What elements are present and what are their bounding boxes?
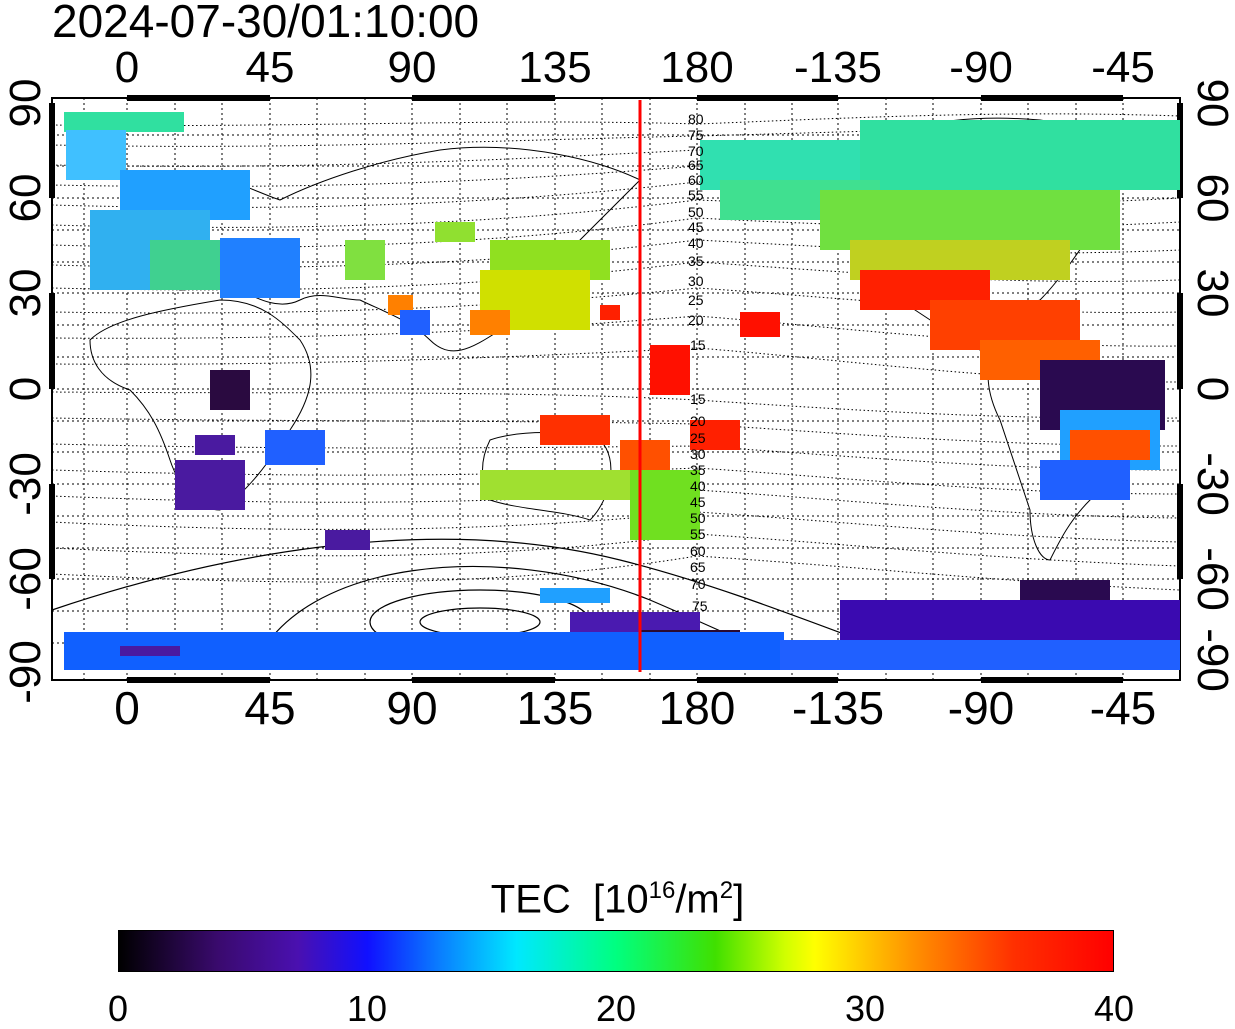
colorbar-unit-mid: /m bbox=[675, 877, 720, 922]
contour-label: 70 bbox=[690, 576, 706, 592]
x-tick-top: 0 bbox=[114, 43, 140, 92]
colorbar-label: TEC bbox=[490, 877, 571, 922]
contour-label: 80 bbox=[688, 111, 704, 127]
x-tick-top: -90 bbox=[949, 43, 1013, 92]
x-tick-bottom: -135 bbox=[791, 682, 885, 734]
contour-label: 75 bbox=[692, 598, 708, 614]
colorbar-tick: 0 bbox=[107, 988, 129, 1029]
x-tick-top: -135 bbox=[793, 43, 883, 92]
colorbar-tick: 30 bbox=[844, 988, 886, 1029]
colorbar-tick: 10 bbox=[346, 988, 388, 1029]
contour-label: 70 bbox=[688, 143, 704, 159]
x-tick-bottom: 180 bbox=[658, 682, 736, 734]
contour-label: 20 bbox=[688, 312, 704, 328]
x-tick-top: 180 bbox=[660, 43, 734, 92]
contour-label: 65 bbox=[688, 157, 704, 173]
x-tick-top: 45 bbox=[245, 43, 295, 92]
contour-label: 30 bbox=[690, 446, 706, 462]
contour-label: 25 bbox=[688, 292, 704, 308]
frame-tick-bars bbox=[49, 95, 1183, 683]
contour-label: 45 bbox=[690, 494, 706, 510]
colorbar-unit-exp: 16 bbox=[648, 877, 676, 904]
x-tick-top: 90 bbox=[387, 43, 437, 92]
x-tick-bottom: -45 bbox=[1089, 682, 1157, 734]
contour-label: 15 bbox=[690, 391, 706, 407]
contour-label: 20 bbox=[690, 413, 706, 429]
contour-label: 45 bbox=[688, 219, 704, 235]
contour-label: 40 bbox=[690, 478, 706, 494]
colorbar-unit-suffix: ] bbox=[733, 877, 745, 922]
contour-label-group: 80 75 70 65 60 55 50 45 40 35 30 25 20 1… bbox=[688, 111, 708, 614]
x-tick-top: -45 bbox=[1091, 43, 1155, 92]
colorbar-tick: 40 bbox=[1093, 988, 1135, 1029]
colorbar-unit-prefix: [10 bbox=[593, 877, 649, 922]
x-tick-bottom: -90 bbox=[947, 682, 1015, 734]
x-tick-bottom: 45 bbox=[244, 682, 296, 734]
timestamp-title: 2024-07-30/01:10:00 bbox=[52, 0, 480, 47]
contour-label: 55 bbox=[690, 526, 706, 542]
contour-label: 50 bbox=[690, 510, 706, 526]
contour-label: 55 bbox=[688, 187, 704, 203]
contour-label: 25 bbox=[690, 430, 706, 446]
contour-label: 60 bbox=[690, 543, 706, 559]
contour-label: 40 bbox=[688, 235, 704, 251]
colorbar-unit-exp2: 2 bbox=[719, 877, 734, 904]
contour-label: 60 bbox=[688, 172, 704, 188]
colorbar-tick: 20 bbox=[595, 988, 637, 1029]
contour-label: 35 bbox=[690, 462, 706, 478]
contour-label: 65 bbox=[690, 559, 706, 575]
x-tick-top: 135 bbox=[518, 43, 592, 92]
contour-label: 50 bbox=[688, 204, 704, 220]
x-tick-bottom: 90 bbox=[386, 682, 438, 734]
colorbar bbox=[118, 930, 1114, 972]
tec-data-patches bbox=[64, 112, 1180, 670]
contour-label: 35 bbox=[688, 253, 704, 269]
contour-label: 30 bbox=[688, 273, 704, 289]
x-tick-bottom: 135 bbox=[516, 682, 594, 734]
contour-label: 75 bbox=[688, 127, 704, 143]
x-tick-bottom: 0 bbox=[114, 682, 140, 734]
colorbar-title: TEC [1016/m2] bbox=[0, 868, 1235, 922]
contour-label: 15 bbox=[690, 337, 706, 353]
